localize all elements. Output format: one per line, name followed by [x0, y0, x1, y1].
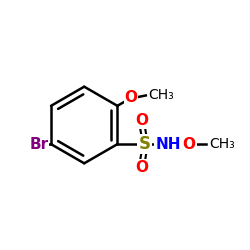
Text: Br: Br — [30, 137, 48, 152]
Text: S: S — [138, 135, 150, 153]
Text: O: O — [182, 137, 196, 152]
Text: O: O — [124, 90, 138, 106]
Text: O: O — [136, 160, 148, 175]
Text: NH: NH — [155, 137, 181, 152]
Text: CH₃: CH₃ — [148, 88, 174, 102]
Text: CH₃: CH₃ — [209, 137, 234, 151]
Text: O: O — [136, 113, 148, 128]
